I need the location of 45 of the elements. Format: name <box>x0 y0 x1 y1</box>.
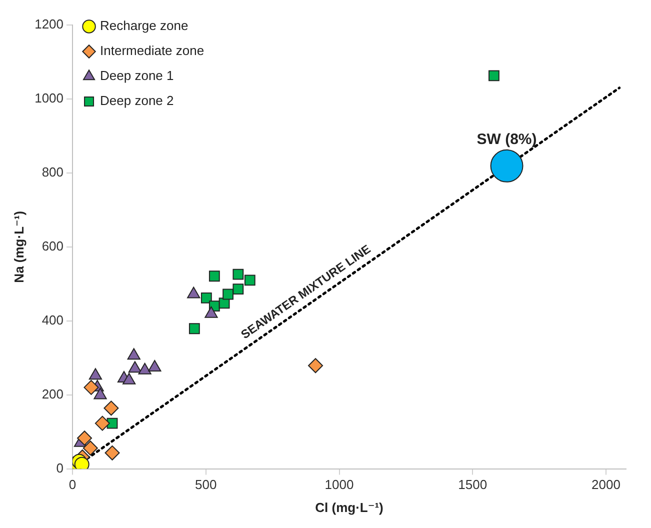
point <box>77 430 92 446</box>
legend-label: Recharge zone <box>100 18 188 34</box>
y-tick-label: 800 <box>42 164 64 180</box>
x-tick-label: 1000 <box>324 477 354 492</box>
y-tick-label: 0 <box>56 460 64 476</box>
point <box>88 368 102 380</box>
point <box>204 306 218 318</box>
point <box>222 288 234 300</box>
point <box>94 388 107 400</box>
y-tick-label: 400 <box>42 312 64 328</box>
point <box>200 292 212 304</box>
x-tick-label: 1500 <box>458 477 488 492</box>
y-tick-label: 1000 <box>34 90 64 106</box>
point <box>208 270 220 282</box>
point <box>148 360 162 372</box>
point <box>94 416 110 431</box>
point <box>244 274 256 286</box>
point <box>232 284 244 295</box>
legend-label: Deep zone 2 <box>100 93 174 108</box>
point <box>127 348 140 360</box>
point <box>104 400 119 416</box>
x-tick-label: 2000 <box>592 477 620 492</box>
point <box>488 70 500 82</box>
point <box>104 445 120 460</box>
legend-label: Intermediate zone <box>100 43 204 58</box>
point <box>128 361 142 373</box>
point <box>84 380 99 395</box>
y-axis-title: Na (mg·L⁻¹) <box>11 210 26 283</box>
point <box>308 358 324 374</box>
point <box>188 323 200 334</box>
point <box>490 149 524 182</box>
legend-label: Deep zone 1 <box>100 68 174 84</box>
y-tick-label: 1200 <box>34 16 64 32</box>
x-tick-label: 0 <box>68 477 76 492</box>
x-axis-title: Cl (mg·L⁻¹) <box>315 500 384 515</box>
point <box>138 362 152 374</box>
point <box>106 418 118 429</box>
point <box>122 372 136 384</box>
y-tick-label: 200 <box>42 386 64 402</box>
point <box>187 286 200 298</box>
point <box>82 440 98 456</box>
point <box>232 268 244 280</box>
y-tick-label: 600 <box>42 238 64 254</box>
annotation: SW (8%) <box>476 130 537 148</box>
x-tick-label: 500 <box>195 477 217 492</box>
